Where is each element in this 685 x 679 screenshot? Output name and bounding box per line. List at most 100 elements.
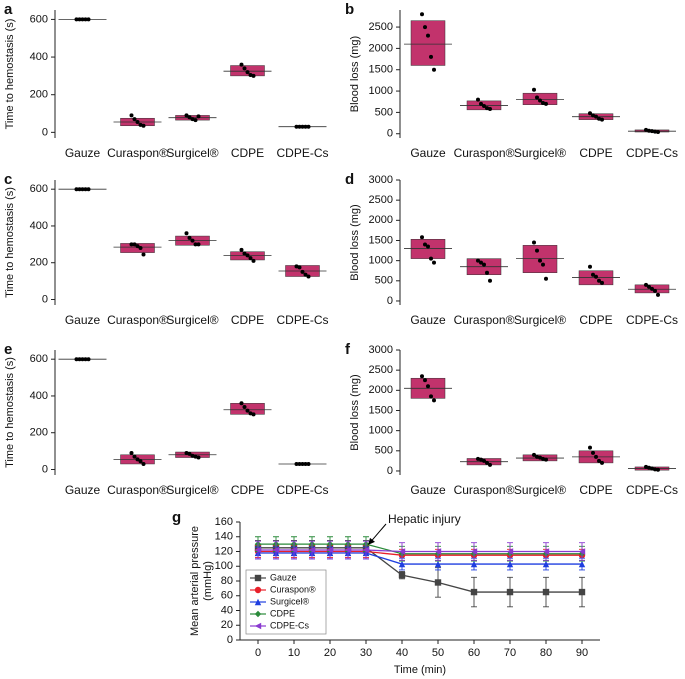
panel-label: g (172, 509, 181, 526)
x-tick-label: 30 (360, 647, 372, 659)
data-point (541, 456, 545, 461)
data-point (294, 461, 299, 466)
data-point (132, 117, 137, 122)
data-point (272, 546, 280, 554)
data-point (532, 87, 536, 92)
data-point (141, 252, 146, 257)
data-point (303, 272, 308, 277)
y-tick-label: 160 (215, 516, 233, 528)
data-point (588, 111, 592, 116)
x-tick-label: CDPE-Cs (626, 313, 678, 327)
data-point (650, 129, 654, 134)
data-point (245, 253, 250, 258)
data-point (479, 457, 483, 462)
y-tick-label: 1500 (369, 234, 393, 246)
series-line (258, 543, 582, 555)
data-point (80, 357, 85, 362)
data-point (544, 101, 548, 106)
data-point (597, 116, 601, 121)
data-point (420, 374, 424, 379)
data-point (485, 106, 489, 111)
data-point (242, 251, 247, 256)
data-point (479, 101, 483, 106)
data-point (544, 276, 548, 281)
data-point (242, 404, 247, 409)
x-tick-label: Gauze (410, 483, 446, 497)
data-point (423, 25, 427, 30)
data-point (239, 62, 244, 67)
x-tick-label: 70 (504, 647, 516, 659)
data-point (83, 17, 88, 22)
y-tick-label: 80 (221, 575, 233, 587)
data-point (83, 187, 88, 192)
y-tick-label: 400 (30, 390, 48, 402)
data-point (190, 453, 195, 458)
data-point (242, 66, 247, 71)
data-point (653, 129, 657, 134)
x-tick-label: Curaspon® (454, 313, 515, 327)
data-point (542, 548, 550, 555)
data-point (644, 282, 648, 287)
y-tick-label: 2500 (369, 194, 393, 206)
data-point (541, 262, 545, 267)
x-tick-label: 90 (576, 647, 588, 659)
data-point (591, 113, 595, 118)
x-tick-label: CDPE-Cs (626, 146, 678, 160)
data-point (83, 357, 88, 362)
data-point (532, 240, 536, 245)
data-point (132, 454, 137, 459)
data-point (80, 187, 85, 192)
y-tick-label: 600 (30, 183, 48, 195)
y-tick-label: 200 (30, 257, 48, 269)
data-point (538, 98, 542, 103)
data-point (196, 455, 201, 460)
y-tick-label: 600 (30, 353, 48, 365)
data-point (80, 17, 85, 22)
legend-marker (254, 574, 262, 582)
data-point (434, 560, 442, 568)
data-point (488, 106, 492, 111)
data-point (306, 461, 311, 466)
data-point (86, 187, 91, 192)
x-tick-label: CDPE-Cs (276, 146, 328, 160)
data-point (129, 450, 134, 455)
data-point (251, 73, 256, 78)
data-point (470, 588, 478, 596)
x-tick-label: CDPE (579, 146, 612, 160)
data-point (542, 588, 550, 596)
y-tick-label: 400 (30, 220, 48, 232)
x-tick-label: Gauze (65, 483, 101, 497)
data-point (650, 466, 654, 471)
y-tick-label: 1000 (369, 85, 393, 97)
data-point (591, 272, 595, 277)
data-point (423, 378, 427, 383)
x-tick-label: Gauze (65, 313, 101, 327)
box (410, 20, 446, 66)
legend-label: CDPE (270, 608, 295, 618)
data-point (300, 124, 305, 129)
data-point (187, 451, 192, 456)
data-point (588, 264, 592, 269)
data-point (300, 461, 305, 466)
legend-marker (254, 586, 262, 594)
x-tick-label: Surgicel® (166, 313, 218, 327)
data-point (193, 454, 198, 459)
panel-label: d (345, 171, 354, 188)
x-tick-label: 0 (255, 647, 261, 659)
data-point (303, 461, 308, 466)
data-point (541, 101, 545, 106)
data-point (578, 548, 586, 555)
data-point (420, 235, 424, 240)
y-tick-label: 60 (221, 590, 233, 602)
data-point (650, 286, 654, 291)
y-tick-label: 500 (375, 445, 393, 457)
legend-label: CDPE-Cs (270, 620, 310, 630)
data-point (184, 450, 189, 455)
data-point (129, 242, 134, 247)
legend-marker (254, 622, 262, 630)
data-point (420, 12, 424, 17)
data-point (656, 467, 660, 472)
data-point (187, 235, 192, 240)
y-tick-label: 200 (30, 89, 48, 101)
